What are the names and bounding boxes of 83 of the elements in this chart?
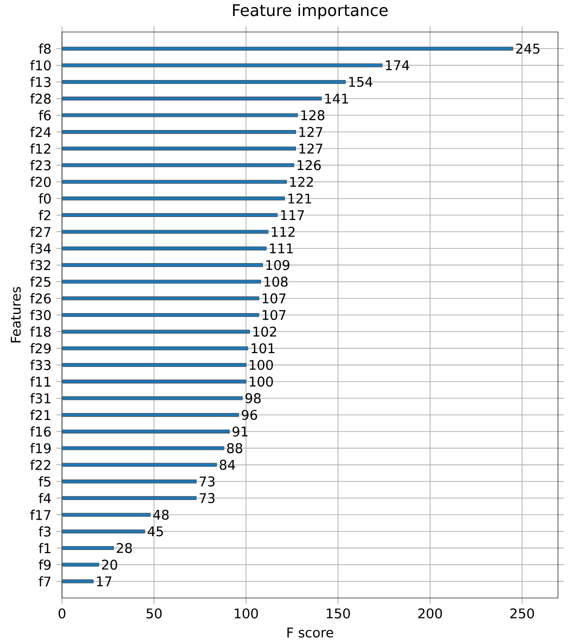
x-axis-title: F score: [287, 628, 334, 638]
y-tick-label: f17: [30, 510, 50, 520]
data-label: 128: [301, 110, 324, 120]
data-label: 91: [232, 426, 248, 437]
data-label: 88: [227, 443, 242, 454]
y-tick-label: f8: [38, 43, 51, 54]
data-label: 101: [252, 343, 274, 354]
y-tick-label: f29: [30, 343, 51, 354]
y-tick-label: f34: [30, 243, 51, 254]
data-label: 245: [516, 44, 540, 54]
y-tick-label: f16: [30, 426, 51, 437]
data-label: 20: [102, 560, 118, 570]
data-label: 121: [288, 194, 312, 204]
data-label: 108: [264, 276, 288, 287]
y-tick-label: f0: [38, 193, 51, 204]
y-tick-label: f26: [30, 293, 51, 304]
y-tick-label: f28: [30, 93, 51, 104]
data-label: 45: [148, 526, 163, 536]
y-tick-label: f18: [30, 326, 51, 337]
data-label: 154: [349, 76, 372, 87]
x-tick-label: 150: [326, 608, 350, 618]
x-tick-label: 0: [58, 608, 66, 618]
data-label: 109: [266, 260, 290, 270]
y-tick-label: f31: [30, 393, 50, 404]
y-tick-label: f10: [30, 60, 51, 70]
y-axis-title: Features: [10, 286, 21, 342]
y-tick-label: f27: [30, 226, 50, 237]
y-tick-label: f20: [30, 176, 51, 187]
data-label: 73: [200, 476, 215, 487]
y-tick-label: f5: [38, 476, 50, 487]
bar: [62, 80, 346, 84]
y-tick-label: f6: [38, 110, 51, 120]
bar: [62, 246, 267, 250]
bar: [62, 313, 260, 317]
y-tick-label: f13: [30, 76, 51, 88]
bar: [62, 430, 230, 434]
data-label: 100: [250, 376, 273, 387]
data-label: 17: [97, 576, 112, 586]
data-label: 48: [153, 510, 169, 520]
data-label: 127: [299, 126, 322, 137]
bar: [62, 263, 263, 267]
y-tick-label: f33: [30, 360, 51, 370]
y-tick-label: f4: [38, 493, 51, 504]
data-label: 122: [290, 176, 313, 187]
y-tick-label: f19: [30, 443, 51, 454]
y-tick-label: f21: [30, 410, 50, 420]
data-label: 107: [262, 310, 286, 320]
y-tick-label: f12: [30, 143, 50, 154]
data-label: 100: [250, 360, 273, 370]
y-tick-label: f32: [30, 260, 50, 270]
data-label: 107: [262, 293, 286, 304]
data-label: 127: [299, 144, 322, 154]
data-label: 98: [245, 393, 261, 404]
y-tick-label: f24: [30, 126, 51, 137]
bar: [62, 196, 285, 200]
bar: [62, 146, 296, 150]
y-tick-label: f25: [30, 276, 50, 287]
y-tick-label: f3: [38, 526, 51, 537]
data-label: 174: [386, 60, 410, 70]
x-tick-label: 200: [418, 608, 442, 618]
y-tick-label: f9: [38, 560, 51, 570]
data-label: 141: [325, 94, 348, 104]
x-tick-label: 50: [146, 608, 162, 618]
y-tick-label: f30: [30, 310, 51, 320]
y-tick-label: f11: [30, 376, 50, 387]
y-tick-label: f7: [38, 576, 50, 586]
data-label: 117: [281, 210, 304, 220]
chart-title: Feature importance: [233, 4, 388, 20]
data-label: 84: [220, 460, 236, 470]
data-label: 102: [253, 326, 276, 337]
data-label: 126: [298, 160, 321, 170]
y-tick-label: f22: [30, 460, 50, 470]
data-label: 28: [116, 542, 132, 554]
data-label: 96: [242, 410, 258, 420]
x-tick-label: 100: [234, 608, 258, 618]
data-label: 112: [272, 226, 295, 237]
data-label: 73: [200, 493, 215, 504]
data-label: 111: [270, 244, 293, 254]
bar: [62, 363, 246, 367]
y-tick-label: f23: [30, 160, 51, 170]
y-tick-label: f2: [38, 210, 50, 220]
x-tick-label: 250: [510, 608, 534, 618]
y-tick-label: f1: [38, 542, 50, 554]
